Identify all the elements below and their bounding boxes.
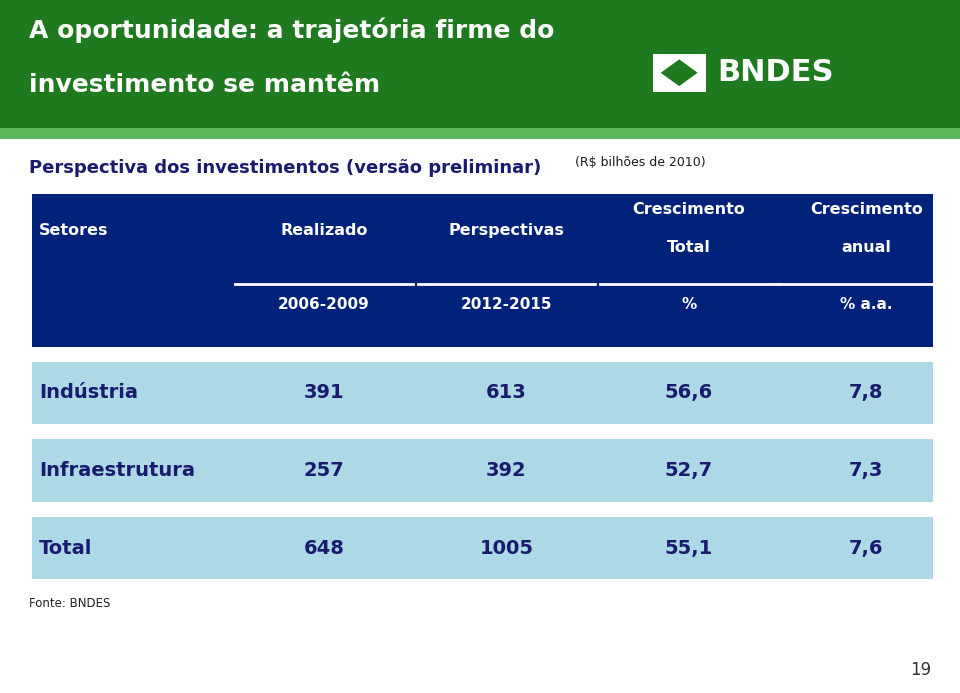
Text: BNDES: BNDES bbox=[717, 58, 833, 87]
Text: Crescimento: Crescimento bbox=[633, 202, 745, 218]
Text: 56,6: 56,6 bbox=[664, 383, 713, 403]
Polygon shape bbox=[660, 60, 698, 86]
Text: 7,6: 7,6 bbox=[850, 538, 883, 558]
Text: 648: 648 bbox=[303, 538, 345, 558]
Bar bbox=[32, 439, 933, 502]
Text: Realizado: Realizado bbox=[280, 223, 368, 238]
FancyBboxPatch shape bbox=[653, 54, 706, 91]
Text: 2012-2015: 2012-2015 bbox=[461, 297, 552, 312]
Text: 391: 391 bbox=[303, 383, 345, 403]
Text: 1005: 1005 bbox=[479, 538, 534, 558]
Bar bbox=[32, 194, 933, 346]
Text: anual: anual bbox=[842, 240, 891, 256]
Text: %: % bbox=[682, 297, 696, 312]
Text: 55,1: 55,1 bbox=[664, 538, 713, 558]
Text: Perspectiva dos investimentos (versão preliminar): Perspectiva dos investimentos (versão pr… bbox=[29, 159, 541, 177]
Text: 7,8: 7,8 bbox=[850, 383, 883, 403]
Text: Total: Total bbox=[667, 240, 710, 256]
Text: Total: Total bbox=[39, 538, 93, 558]
Bar bbox=[32, 517, 933, 579]
Text: Setores: Setores bbox=[39, 223, 108, 238]
Text: 7,3: 7,3 bbox=[850, 461, 883, 480]
Text: Perspectivas: Perspectivas bbox=[448, 223, 564, 238]
Text: Infraestrutura: Infraestrutura bbox=[39, 461, 196, 480]
Text: Indústria: Indústria bbox=[39, 383, 138, 403]
Text: % a.a.: % a.a. bbox=[840, 297, 893, 312]
Text: Crescimento: Crescimento bbox=[810, 202, 923, 218]
Text: (R$ bilhões de 2010): (R$ bilhões de 2010) bbox=[571, 156, 706, 169]
Text: 392: 392 bbox=[486, 461, 527, 480]
Text: Fonte: BNDES: Fonte: BNDES bbox=[29, 597, 110, 610]
Bar bbox=[0, 128, 960, 139]
Bar bbox=[0, 0, 960, 128]
Text: 613: 613 bbox=[486, 383, 527, 403]
Text: 2006-2009: 2006-2009 bbox=[278, 297, 370, 312]
Text: A oportunidade: a trajetória firme do: A oportunidade: a trajetória firme do bbox=[29, 17, 554, 43]
Text: investimento se mantêm: investimento se mantêm bbox=[29, 73, 380, 97]
Text: 52,7: 52,7 bbox=[664, 461, 713, 480]
Text: 257: 257 bbox=[303, 461, 345, 480]
Text: 19: 19 bbox=[910, 661, 931, 679]
Bar bbox=[32, 362, 933, 424]
